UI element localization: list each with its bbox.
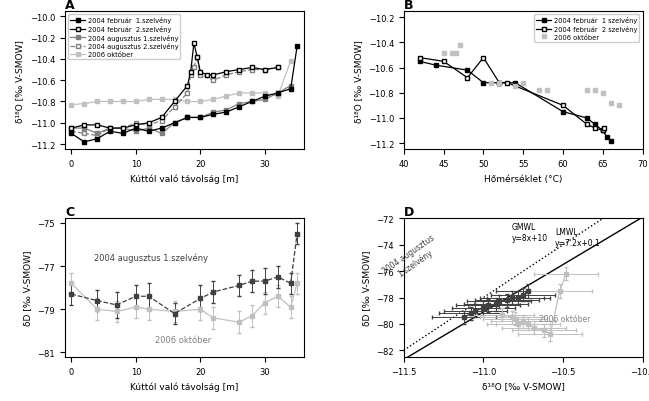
Text: 2004 augusztus 1.szelvény: 2004 augusztus 1.szelvény — [94, 252, 208, 262]
Text: B: B — [404, 0, 413, 12]
Text: LMWL
y=7.2x+0,1: LMWL y=7.2x+0,1 — [555, 228, 601, 247]
Legend: 2004 február  1.szelvény, 2004 február  2.szelvény, 2004 augusztus 1.szelvény, 2: 2004 február 1.szelvény, 2004 február 2.… — [68, 15, 180, 60]
Y-axis label: δD [‰ V-SMOW]: δD [‰ V-SMOW] — [361, 250, 371, 326]
Text: C: C — [65, 206, 74, 219]
X-axis label: Kúttól való távolság [m]: Kúttól való távolság [m] — [130, 174, 238, 184]
X-axis label: Hőmérséklet (°C): Hőmérséklet (°C) — [484, 174, 562, 183]
Y-axis label: δD [‰ V-SMOW]: δD [‰ V-SMOW] — [23, 250, 32, 326]
X-axis label: δ¹⁸O [‰ V-SMOW]: δ¹⁸O [‰ V-SMOW] — [482, 381, 565, 390]
Text: 2004 augusztus
1.szelvény: 2004 augusztus 1.szelvény — [381, 233, 443, 284]
Y-axis label: δ¹⁸O [‰ V-SMOW]: δ¹⁸O [‰ V-SMOW] — [15, 40, 24, 122]
Text: D: D — [404, 206, 414, 219]
Text: A: A — [65, 0, 75, 12]
Legend: 2004 február  1 szelvény, 2004 február  2 szelvény, 2006 október: 2004 február 1 szelvény, 2004 február 2 … — [535, 15, 639, 43]
Y-axis label: δ¹⁸O [‰ V-SMOW]: δ¹⁸O [‰ V-SMOW] — [354, 40, 363, 122]
Text: 2006 október: 2006 október — [539, 314, 591, 324]
Text: 2006 október: 2006 október — [155, 335, 212, 344]
Text: GMWL
y=8x+10: GMWL y=8x+10 — [512, 223, 548, 242]
X-axis label: Kúttól való távolság [m]: Kúttól való távolság [m] — [130, 381, 238, 391]
